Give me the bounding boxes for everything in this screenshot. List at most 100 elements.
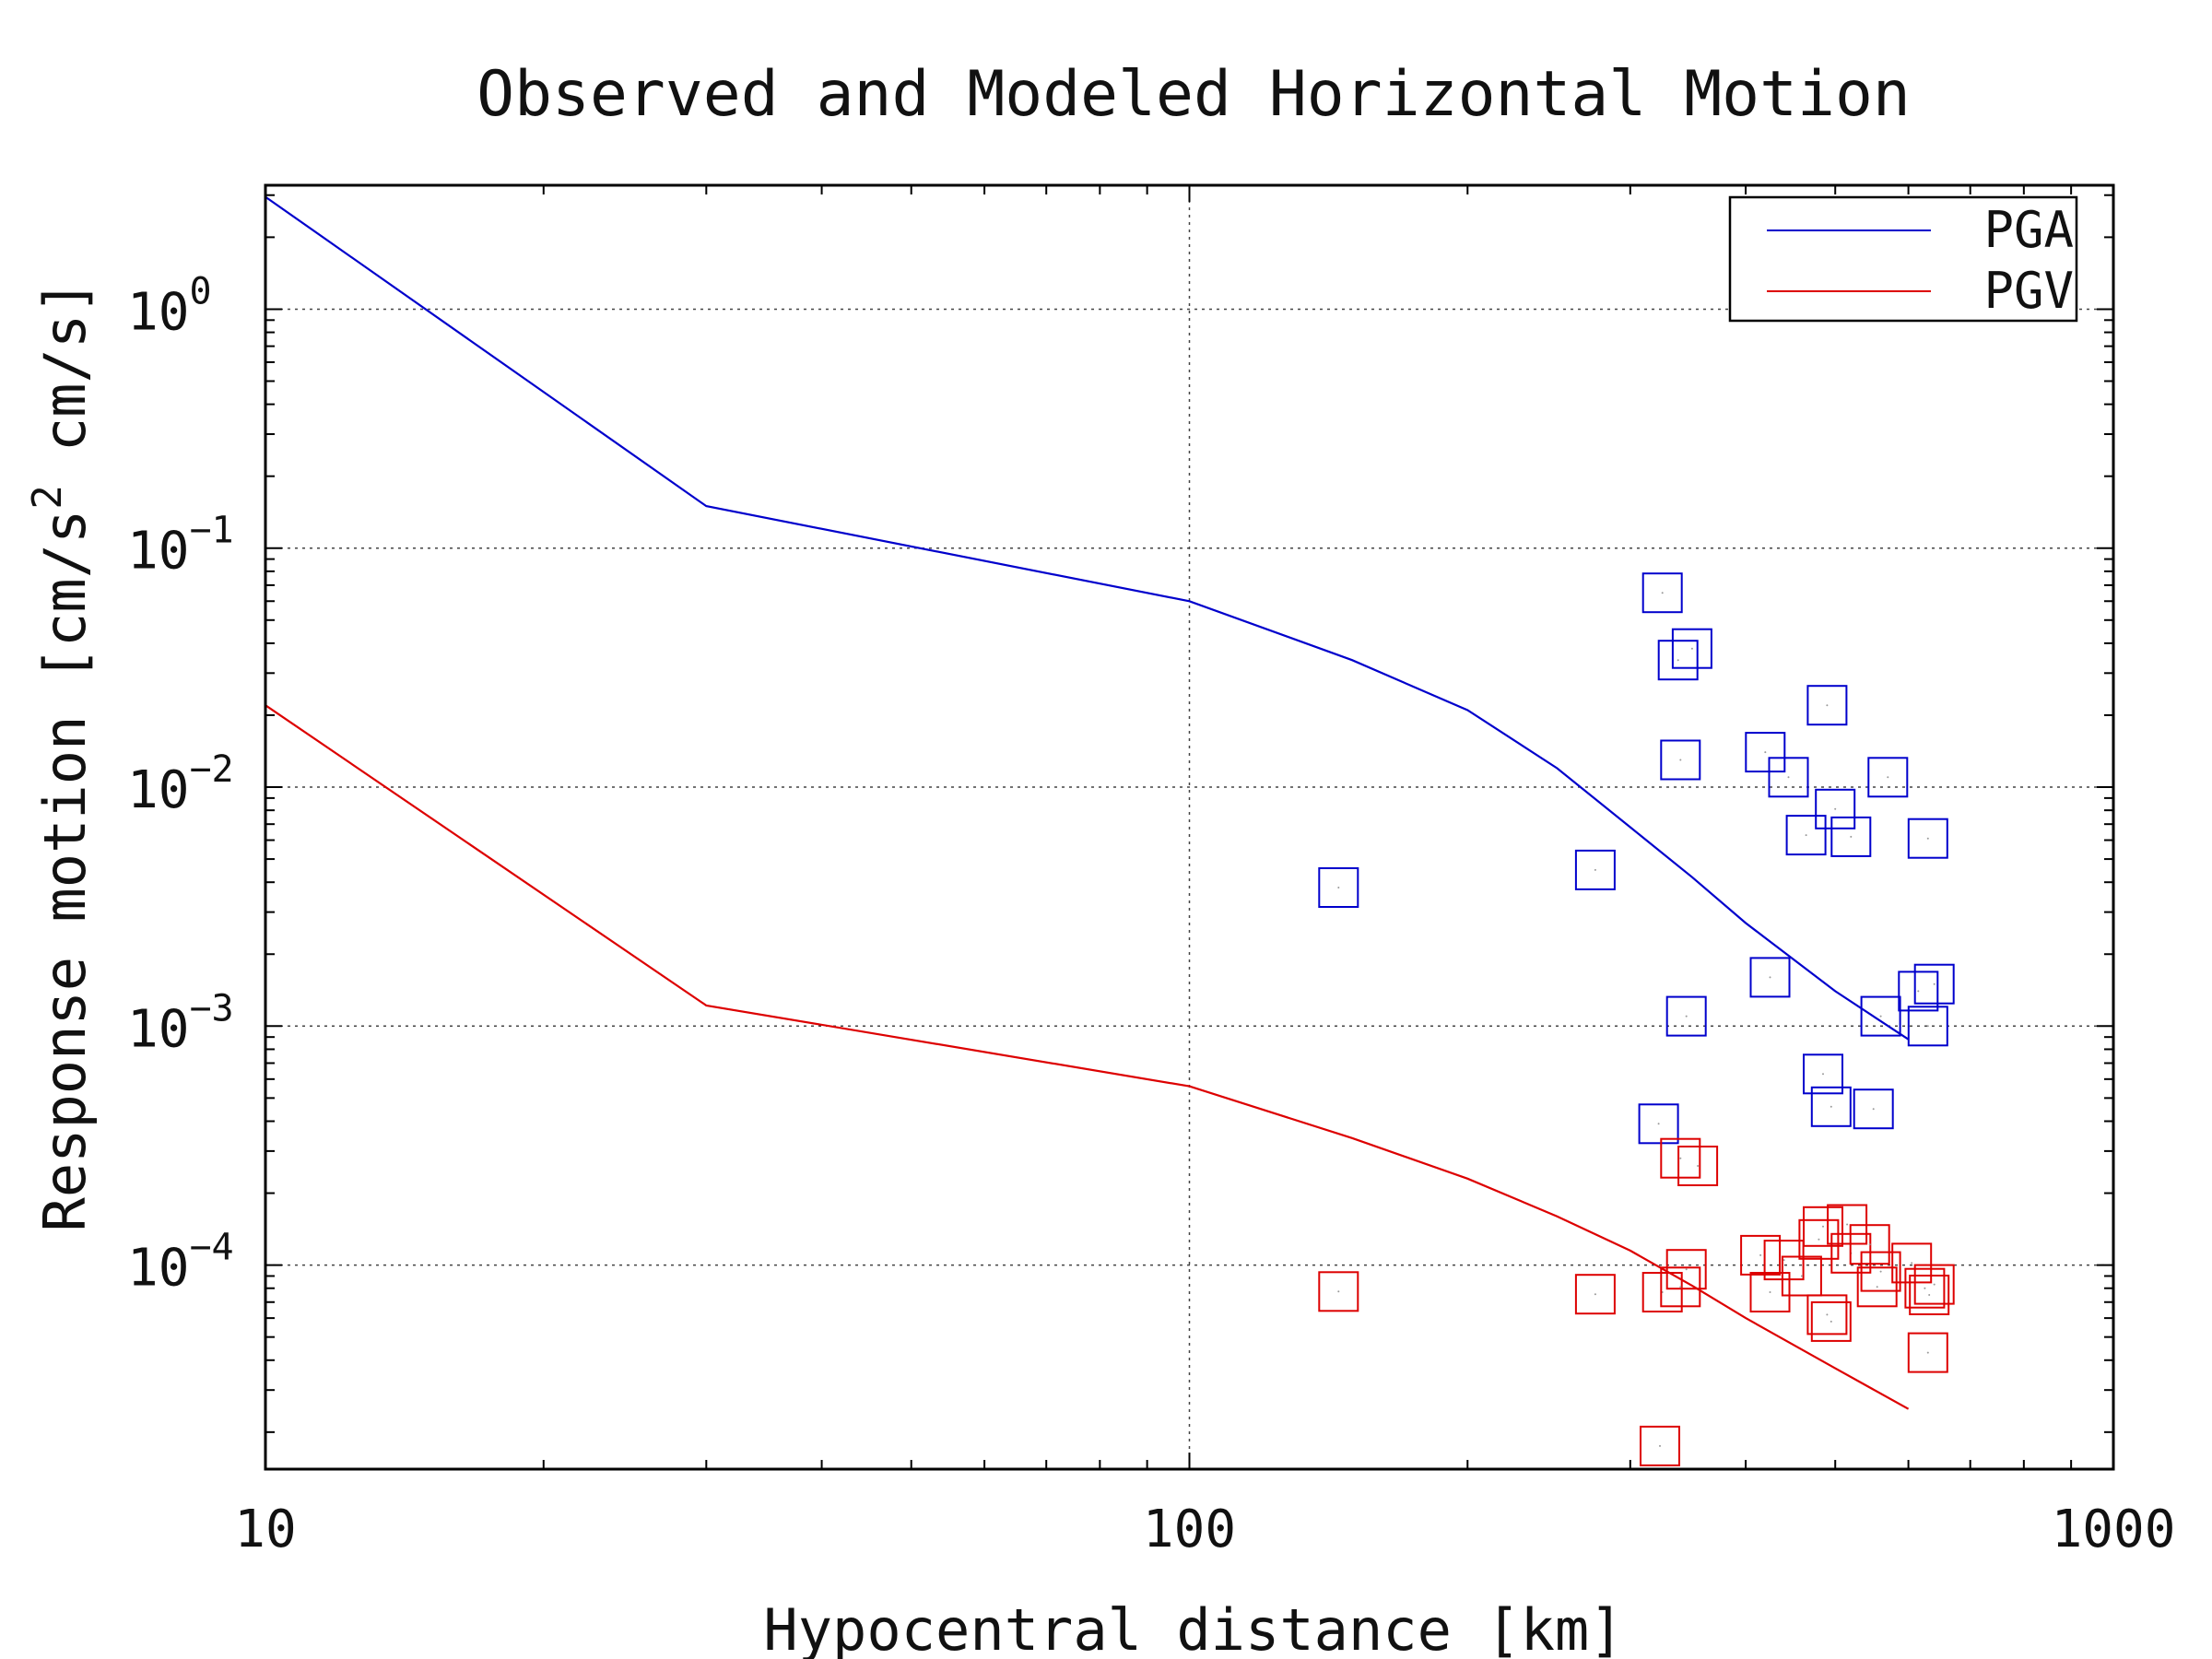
y-tick-label: 10−1 xyxy=(127,510,234,582)
data-point-center-pgv xyxy=(1911,1262,1913,1265)
y-tick-label: 10−2 xyxy=(127,748,234,820)
legend-label-pga: PGA xyxy=(1983,201,2074,259)
data-point-pga xyxy=(1830,816,1872,857)
data-point-pgv xyxy=(1740,1234,1782,1276)
data-point-pga xyxy=(1749,957,1791,998)
data-point-pgv xyxy=(1891,1242,1933,1284)
data-point-pgv xyxy=(1677,1146,1719,1186)
data-point-center-pga xyxy=(1887,776,1889,779)
data-point-center-pgv xyxy=(1818,1238,1820,1241)
data-point-pga xyxy=(1665,995,1707,1037)
data-point-pga xyxy=(1810,1086,1852,1127)
data-point-pgv xyxy=(1810,1300,1852,1342)
data-point-center-pga xyxy=(1685,1015,1688,1018)
data-point-center-pga xyxy=(1679,759,1682,761)
data-point-center-pgv xyxy=(1926,1351,1929,1354)
data-point-center-pgv xyxy=(1697,1165,1700,1167)
y-tick-label-exponent: 0 xyxy=(189,270,211,312)
data-point-center-pga xyxy=(1926,837,1929,840)
data-point-pgv xyxy=(1849,1224,1890,1265)
chart-title: Observed and Modeled Horizontal Motion xyxy=(477,58,1911,131)
y-tick-label: 10−3 xyxy=(127,987,234,1059)
y-tick-label-exponent: −1 xyxy=(189,510,233,552)
data-point-center-pgv xyxy=(1822,1225,1824,1228)
x-tick-label: 10 xyxy=(234,1500,296,1559)
legend: PGA PGV xyxy=(1728,195,2078,323)
y-axis-label-main: Response motion [cm/s xyxy=(31,510,99,1232)
y-tick-label: 100 xyxy=(127,270,212,342)
data-point-center-pgv xyxy=(1879,1270,1882,1273)
x-axis-label: Hypocentral distance [km] xyxy=(763,1596,1623,1659)
data-point-center-pgv xyxy=(1826,1313,1829,1316)
data-point-center-pgv xyxy=(1800,1275,1803,1277)
data-point-center-pga xyxy=(1805,834,1807,837)
data-point-pgv xyxy=(1860,1251,1901,1292)
y-tick-label-base: 10 xyxy=(127,282,189,342)
data-point-pga xyxy=(1806,685,1848,726)
data-point-center-pga xyxy=(1826,704,1829,707)
data-point-pga xyxy=(1785,815,1827,856)
data-point-pga xyxy=(1815,788,1856,830)
data-point-center-pgv xyxy=(1783,1259,1785,1262)
y-tick-label-base: 10 xyxy=(127,1239,189,1299)
data-point-pgv xyxy=(1665,1249,1707,1290)
y-tick-label-base: 10 xyxy=(127,999,189,1059)
legend-box xyxy=(1728,195,2078,323)
data-point-center-pgv xyxy=(1679,1286,1682,1288)
data-point-center-pgv xyxy=(1933,1283,1936,1286)
data-point-pgv xyxy=(1641,1272,1683,1312)
data-point-pgv xyxy=(1660,1137,1701,1179)
data-point-pgv xyxy=(1803,1206,1843,1247)
data-point-center-pgv xyxy=(1924,1287,1926,1289)
data-point-pga xyxy=(1853,1088,1894,1130)
y-tick-label-exponent: −4 xyxy=(189,1227,233,1269)
data-point-center-pga xyxy=(1769,976,1771,979)
y-axis-label-tail: cm/s] xyxy=(31,279,99,452)
data-point-pga xyxy=(1860,995,1901,1037)
data-point-pgv xyxy=(1798,1218,1840,1260)
data-point-pga xyxy=(1660,739,1701,781)
data-point-pga xyxy=(1803,1053,1843,1095)
data-point-center-pga xyxy=(1933,982,1936,985)
data-point-pgv xyxy=(1660,1266,1701,1308)
y-tick-label-exponent: −3 xyxy=(189,987,233,1030)
data-point-center-pga xyxy=(1787,776,1790,779)
data-point-pga xyxy=(1913,963,1955,1005)
data-point-center-pgv xyxy=(1769,1291,1771,1293)
data-point-pga xyxy=(1671,628,1712,669)
series-line-pgv xyxy=(265,704,1910,1410)
plot-series xyxy=(265,195,1955,1466)
data-point-pgv xyxy=(1907,1332,1948,1373)
data-point-center-pgv xyxy=(1594,1293,1596,1296)
data-point-center-pgv xyxy=(1679,1157,1682,1159)
grid xyxy=(265,185,2113,1469)
data-point-pgv xyxy=(1318,1271,1359,1312)
data-point-center-pgv xyxy=(1759,1253,1762,1256)
data-point-pga xyxy=(1768,757,1809,798)
data-point-pgv xyxy=(1640,1425,1680,1466)
data-point-center-pga xyxy=(1661,592,1664,594)
x-tick-label: 100 xyxy=(1143,1500,1236,1559)
data-point-pgv xyxy=(1749,1272,1791,1312)
data-point-pgv xyxy=(1574,1274,1616,1315)
data-point-pga xyxy=(1657,640,1699,681)
data-point-pga xyxy=(1318,867,1359,908)
data-point-pgv xyxy=(1909,1275,1950,1315)
data-point-center-pga xyxy=(1657,1123,1660,1125)
data-point-center-pga xyxy=(1690,647,1693,650)
y-tick-label-base: 10 xyxy=(127,760,189,820)
data-point-center-pgv xyxy=(1928,1294,1931,1296)
data-point-center-pgv xyxy=(1876,1286,1878,1288)
data-point-center-pga xyxy=(1830,1105,1832,1108)
data-point-center-pga xyxy=(1872,1108,1875,1111)
data-point-center-pga xyxy=(1764,751,1767,754)
data-point-center-pgv xyxy=(1830,1320,1832,1323)
data-point-center-pga xyxy=(1926,1025,1929,1028)
data-point-center-pga xyxy=(1677,659,1679,662)
data-point-pga xyxy=(1907,1006,1948,1047)
y-axis-label: Response motion [cm/s2 cm/s] xyxy=(24,279,99,1231)
data-point-pga xyxy=(1745,732,1786,773)
data-point-pgv xyxy=(1806,1294,1848,1335)
